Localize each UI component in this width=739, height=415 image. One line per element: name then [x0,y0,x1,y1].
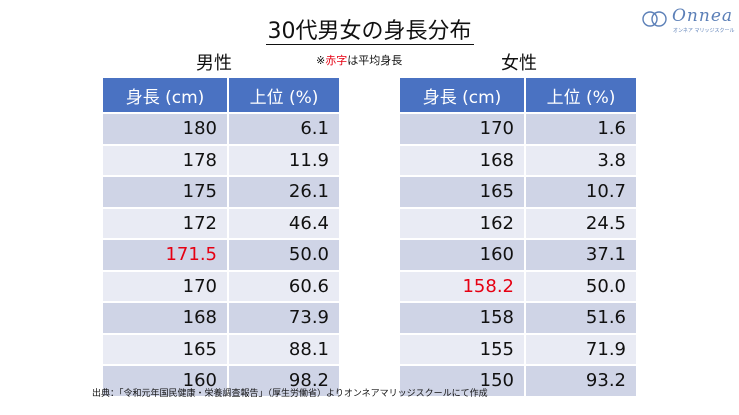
female-header-percent: 上位 (%) [525,78,636,114]
average-height-cell: 158.2 [400,270,526,303]
height-cell: 172 [103,207,229,240]
table-row: 155 71.9 [400,333,636,366]
table-row: 165 88.1 [103,333,339,366]
table-row: 180 6.1 [103,113,339,146]
percent-cell: 51.6 [525,302,636,335]
male-header-row: 身長 (cm) 上位 (%) [103,78,339,114]
table-row: 175 26.1 [103,176,339,209]
male-header-percent: 上位 (%) [228,78,339,114]
height-cell: 158 [400,302,526,335]
height-cell: 150 [400,365,526,398]
percent-cell: 93.2 [525,365,636,398]
table-row: 172 46.4 [103,207,339,240]
percent-cell: 26.1 [228,176,339,209]
table-row: 170 1.6 [400,113,636,146]
percent-cell: 50.0 [525,270,636,303]
female-header-row: 身長 (cm) 上位 (%) [400,78,636,114]
height-cell: 168 [103,302,229,335]
page-title-text: 30代男女の身長分布 [265,19,474,45]
height-cell: 165 [103,333,229,366]
note-prefix: ※ [316,54,326,67]
percent-cell: 37.1 [525,239,636,272]
percent-cell: 60.6 [228,270,339,303]
height-cell: 162 [400,207,526,240]
percent-cell: 24.5 [525,207,636,240]
table-row: 162 24.5 [400,207,636,240]
average-note: ※赤字は平均身長 [316,54,402,68]
male-table: 身長 (cm) 上位 (%) 180 6.1 178 11.9 175 26.1 17… [103,78,339,398]
percent-cell: 10.7 [525,176,636,209]
percent-cell: 73.9 [228,302,339,335]
height-cell: 155 [400,333,526,366]
note-highlight: 赤字 [325,54,348,67]
male-label: 男性 [196,53,232,74]
percent-cell: 1.6 [525,113,636,146]
height-cell: 160 [103,365,229,398]
percent-cell: 71.9 [525,333,636,366]
height-cell: 168 [400,144,526,177]
height-cell: 160 [400,239,526,272]
table-row: 150 93.2 [400,365,636,398]
height-cell: 170 [400,113,526,146]
percent-cell: 3.8 [525,144,636,177]
table-row: 158.2 50.0 [400,270,636,303]
height-cell: 170 [103,270,229,303]
percent-cell: 50.0 [228,239,339,272]
table-row: 158 51.6 [400,302,636,335]
percent-cell: 88.1 [228,333,339,366]
table-row: 165 10.7 [400,176,636,209]
note-suffix: は平均身長 [347,54,403,67]
height-cell: 165 [400,176,526,209]
table-row: 178 11.9 [103,144,339,177]
logo-subtitle: オンネア マリッジスクール [673,28,735,34]
male-header-height: 身長 (cm) [103,78,229,114]
percent-cell: 98.2 [228,365,339,398]
height-cell: 175 [103,176,229,209]
female-header-height: 身長 (cm) [400,78,526,114]
table-row: 168 73.9 [103,302,339,335]
table-row: 170 60.6 [103,270,339,303]
table-row: 160 37.1 [400,239,636,272]
female-table: 身長 (cm) 上位 (%) 170 1.6 168 3.8 165 10.7 162… [400,78,636,398]
table-row: 160 98.2 [103,365,339,398]
average-height-cell: 171.5 [103,239,229,272]
source-citation: 出典：「令和元年国民健康・栄養調査報告」（厚生労働省）よりオンネアマリッジスクー… [92,389,488,399]
onnea-logo: Onnea オンネア マリッジスクール [640,6,735,36]
table-row: 171.5 50.0 [103,239,339,272]
rings-icon [642,11,667,27]
page-title: 30代男女の身長分布 [0,18,739,46]
female-label: 女性 [501,53,537,74]
logo-brand: Onnea [672,6,734,26]
percent-cell: 46.4 [228,207,339,240]
table-row: 168 3.8 [400,144,636,177]
percent-cell: 11.9 [228,144,339,177]
height-cell: 178 [103,144,229,177]
height-cell: 180 [103,113,229,146]
percent-cell: 6.1 [228,113,339,146]
